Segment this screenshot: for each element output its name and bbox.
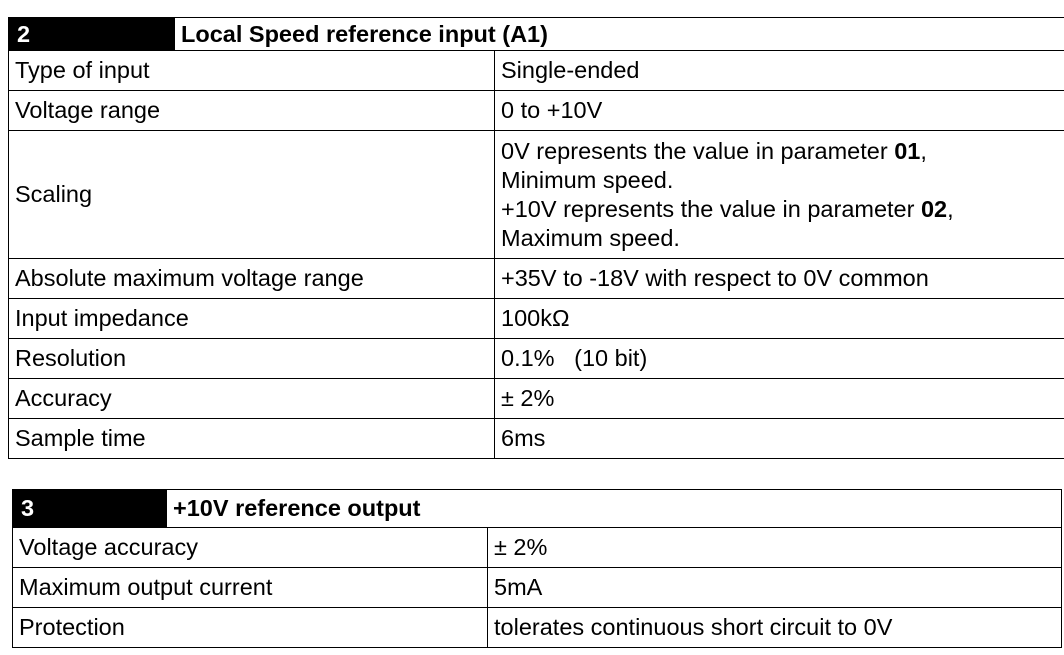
table-row: Type of input Single-ended [8, 50, 1064, 91]
row-value: Single-ended [494, 50, 1064, 91]
row-label: Scaling [8, 130, 495, 259]
table-row: Protection tolerates continuous short ci… [12, 607, 1062, 648]
table-row: Maximum output current 5mA [12, 567, 1062, 608]
row-label: Type of input [8, 50, 495, 91]
row-value: 100kΩ [494, 298, 1064, 339]
scaling-line: Maximum speed. [501, 224, 680, 251]
scaling-line: 0V represents the value in parameter 01, [501, 137, 927, 164]
table-row: Sample time 6ms [8, 418, 1064, 459]
table-row: Accuracy ± 2% [8, 378, 1064, 419]
row-value: tolerates continuous short circuit to 0V [487, 607, 1062, 648]
row-value: 0.1% (10 bit) [494, 338, 1064, 379]
row-value: ± 2% [487, 527, 1062, 568]
row-value: 0 to +10V [494, 90, 1064, 131]
table-row: Input impedance 100kΩ [8, 298, 1064, 339]
section-title: Local Speed reference input (A1) [174, 17, 1064, 51]
row-label: Resolution [8, 338, 495, 379]
row-value-scaling: 0V represents the value in parameter 01,… [494, 130, 1064, 259]
section-number: 3 [12, 489, 167, 528]
scaling-line: Minimum speed. [501, 166, 674, 193]
table-row: Voltage range 0 to +10V [8, 90, 1064, 131]
row-value: 6ms [494, 418, 1064, 459]
reference-output-table: 3 +10V reference output Voltage accuracy… [12, 489, 1062, 648]
row-value: 5mA [487, 567, 1062, 608]
table-row: Scaling 0V represents the value in param… [8, 130, 1064, 259]
row-label: Voltage accuracy [12, 527, 488, 568]
row-label: Maximum output current [12, 567, 488, 608]
row-label: Protection [12, 607, 488, 648]
scaling-line: +10V represents the value in parameter 0… [501, 195, 954, 222]
row-label: Absolute maximum voltage range [8, 258, 495, 299]
row-label: Input impedance [8, 298, 495, 339]
table-row: Voltage accuracy ± 2% [12, 527, 1062, 568]
section-number: 2 [8, 17, 175, 51]
row-value: +35V to -18V with respect to 0V common [494, 258, 1064, 299]
section-header: 3 +10V reference output [12, 489, 1062, 528]
row-value: ± 2% [494, 378, 1064, 419]
row-label: Accuracy [8, 378, 495, 419]
row-label: Voltage range [8, 90, 495, 131]
table-row: Resolution 0.1% (10 bit) [8, 338, 1064, 379]
section-title: +10V reference output [166, 489, 1062, 528]
local-speed-reference-table: 2 Local Speed reference input (A1) Type … [8, 17, 1064, 459]
row-label: Sample time [8, 418, 495, 459]
table-row: Absolute maximum voltage range +35V to -… [8, 258, 1064, 299]
section-header: 2 Local Speed reference input (A1) [8, 17, 1064, 51]
